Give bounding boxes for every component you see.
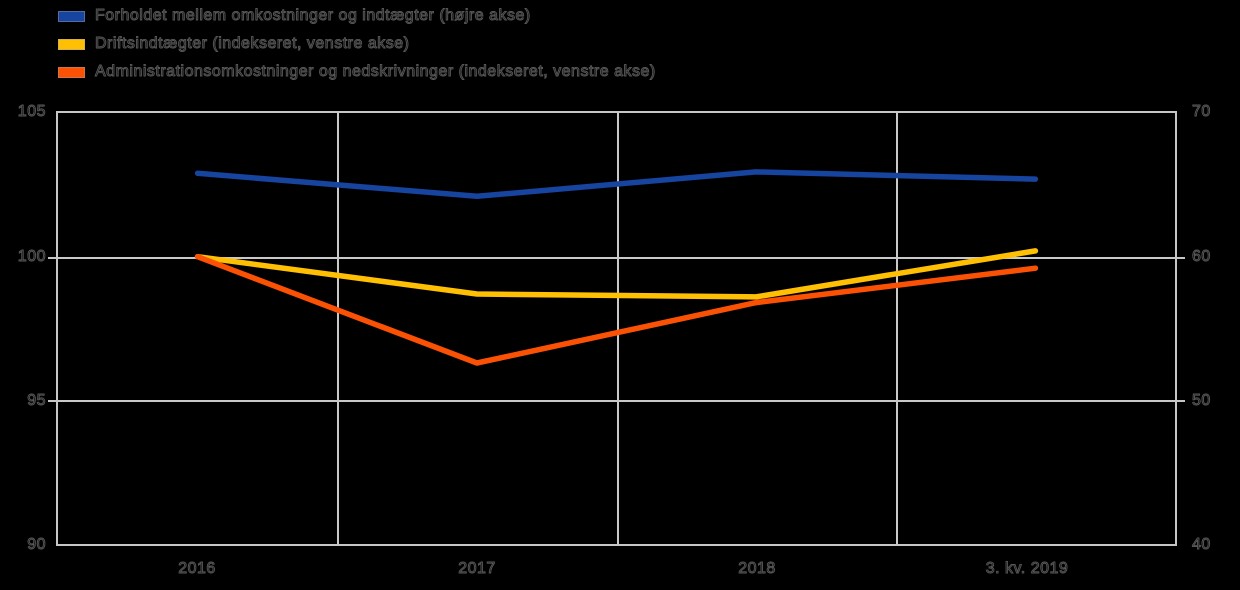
tick-right-60 [1177,256,1185,259]
y-axis-left-label-100: 100 [17,248,46,265]
y-axis-right-label-50: 50 [1192,392,1211,409]
tick-left-95 [48,400,56,403]
legend-item-cost-income: Forholdet mellem omkostninger og indtægt… [58,2,656,30]
y-axis-right-label-60: 60 [1192,248,1211,265]
legend-label-operating-income: Driftsindtægter (indekseret, venstre aks… [95,35,410,53]
legend-swatch-cost-income [58,10,85,22]
tick-left-100 [48,256,56,259]
series-svg [58,113,1175,544]
y-axis-right-label-70: 70 [1192,103,1211,120]
legend-item-admin-costs: Administrationsomkostninger og nedskrivn… [58,58,656,86]
y-axis-left-label-90: 90 [27,536,46,553]
x-tick-label-2016: 2016 [178,560,216,578]
series-line-operating-income [198,251,1036,297]
x-tick-label-3kv2019: 3. kv. 2019 [985,560,1069,578]
legend-item-operating-income: Driftsindtægter (indekseret, venstre aks… [58,30,656,58]
y-axis-left-label-95: 95 [27,392,46,409]
gridline-vertical-2 [616,113,619,544]
legend-label-cost-income: Forholdet mellem omkostninger og indtægt… [95,7,531,25]
legend-swatch-admin-costs [58,66,85,78]
legend-label-admin-costs: Administrationsomkostninger og nedskrivn… [95,63,656,81]
tick-right-50 [1177,400,1185,403]
y-axis-left-label-105: 105 [17,103,46,120]
series-line-admin-costs-impairments [198,257,1036,363]
x-tick-label-2018: 2018 [738,560,776,578]
series-line-cost-income-ratio [198,172,1036,196]
x-tick-label-2017: 2017 [458,560,496,578]
gridline-vertical-1 [337,113,340,544]
gridline-vertical-3 [895,113,898,544]
plot-area [48,111,1185,546]
legend: Forholdet mellem omkostninger og indtægt… [58,2,656,86]
y-axis-right-label-40: 40 [1192,536,1211,553]
legend-swatch-operating-income [58,38,85,50]
